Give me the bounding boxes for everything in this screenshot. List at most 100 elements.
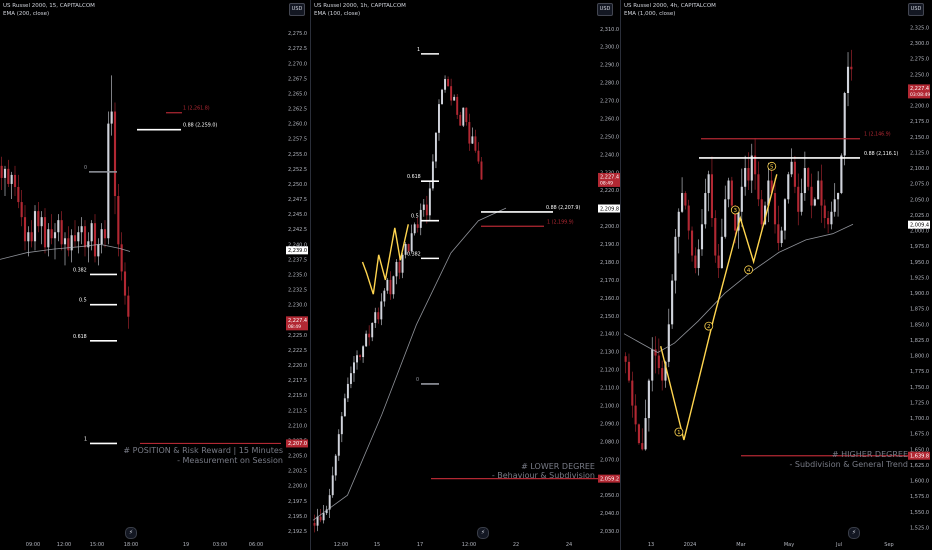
price-tag-label: 2,227.4 [600,175,619,181]
wave-label-circle [744,265,753,275]
candle-body [667,324,670,362]
y-tick-label: 1,625.0 [910,463,929,469]
x-tick-label: May [784,542,794,548]
fib-level-label: 0.5 [79,298,87,304]
candle-body [407,244,410,252]
candle-body [783,199,787,231]
price-tag-label: 2,207.0 [288,441,307,447]
candle-body [57,220,60,233]
candle-body [720,236,723,269]
candle-body [346,383,349,399]
y-tick-label: 2,205.0 [288,454,307,460]
candle-body [833,199,836,212]
candle-body [694,255,697,269]
candle-body [33,211,37,242]
chart-1h-svg[interactable]: 2,310.0 2,300.0 2,290.0 2,280.0 2,270.0 2,260… [311,0,621,550]
chart-4h-svg[interactable]: 2,325.02,300.02,275.02,250.02,225.02,200… [621,0,932,550]
candle-body [401,254,404,273]
candle-body [793,161,796,187]
y-tick-label: 1,800.0 [910,354,929,360]
fib-level-label: 0.88 (2,259.0) [183,123,217,129]
y-tick-label: 2,030.0 [600,529,619,535]
chart-panel-1h[interactable]: 2,310.0 2,300.0 2,290.0 2,280.0 2,270.0 2,260… [311,0,621,550]
x-tick-label: 09:00 [26,542,40,548]
candle-body [471,136,474,144]
y-tick-label: 1,600.0 [910,479,929,485]
price-tag [598,172,620,187]
candle-body [17,186,20,203]
x-tick-label: 13 [648,542,654,548]
fib-level-label: 1 (2,261.8) [183,106,210,112]
y-tick-label: 2,160.0 [600,296,619,302]
chart-panel-4h[interactable]: 2,325.02,300.02,275.02,250.02,225.02,200… [621,0,932,550]
candle-body [647,380,650,419]
y-tick-label: 2,220.0 [288,363,307,369]
price-tag-label: 2,227.4 [288,318,307,324]
candle-body [730,180,733,206]
candle-body [474,136,477,151]
y-tick-label: 2,245.0 [288,212,307,218]
candle-body [447,78,450,87]
y-tick-label: 1,875.0 [910,307,929,313]
x-tick-label: 24 [566,542,572,548]
candle-body [67,238,70,251]
candle-body [73,235,77,242]
candle-body [27,232,30,242]
x-tick-label: 15 [374,542,380,548]
y-tick-label: 2,150.0 [910,135,929,141]
candle-body [820,180,823,206]
candle-body [817,180,820,200]
chart-panel-15m[interactable]: 2,275.0 2,272.5 2,270.0 2,267.5 2,265.0 2,262… [0,0,311,550]
candle-body [353,362,355,374]
candle-body [710,174,714,219]
candle-body [0,165,3,178]
currency-button-4h[interactable]: USD [908,3,924,16]
candle-body [803,168,806,194]
wave-label-circle [704,321,714,331]
candle-body [777,224,780,244]
currency-button-1h[interactable]: USD [597,3,613,16]
price-tag [598,474,620,483]
price-tag-label: 2,209.8 [600,206,619,212]
y-tick-label: 1,850.0 [910,322,929,328]
y-tick-label: 2,260.0 [600,116,619,122]
wave-label-circle [767,161,777,171]
currency-button-15m[interactable]: USD [289,3,305,16]
candle-body [392,276,395,295]
candle-body [707,174,710,194]
candle-body [641,443,644,450]
y-tick-label: 1,925.0 [910,275,929,281]
candle-body [797,186,800,212]
candle-body [700,224,704,250]
candle-body [431,161,434,189]
candle-body [757,174,760,200]
chart-4h-ema-label: EMA (1,000, close) [624,10,676,17]
y-tick-label: 2,250.0 [288,182,307,188]
candle-body [404,244,407,255]
y-tick-label: 2,247.5 [288,197,307,203]
y-tick-label: 1,525.0 [910,525,929,531]
candle-body [322,513,325,521]
chart-1h-ema-label: EMA (100, close) [314,10,361,17]
candle-body [337,434,340,456]
candle-body [468,122,471,144]
y-tick-label: 2,272.5 [288,46,307,52]
candle-body [724,199,727,237]
candle-body [383,290,386,302]
candle-body [20,202,23,218]
x-tick-label: 12:00 [462,542,476,548]
y-tick-label: 1,550.0 [910,510,929,516]
x-tick-label: 2024 [684,542,697,548]
y-tick-label: 2,100.0 [910,166,929,172]
candle-body [313,522,316,526]
x-tick-label: 12:00 [334,542,348,548]
candle-body [380,301,383,320]
chart-15m-svg[interactable]: 2,275.0 2,272.5 2,270.0 2,267.5 2,265.0 2,262… [0,0,311,550]
y-tick-label: 2,130.0 [600,350,619,356]
candle-body [450,86,453,101]
candle-body [787,174,790,200]
y-tick-label: 2,050.0 [600,493,619,499]
candle-body [651,349,654,381]
candle-body [40,217,43,227]
candle-body [103,229,107,239]
